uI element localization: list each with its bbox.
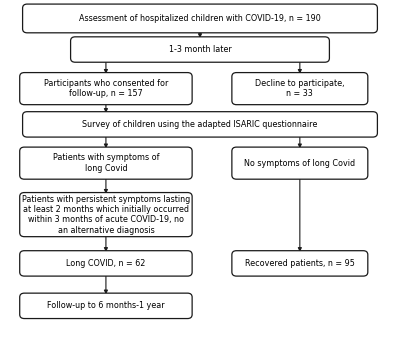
FancyBboxPatch shape: [20, 147, 192, 179]
FancyBboxPatch shape: [232, 73, 368, 105]
Text: Long COVID, n = 62: Long COVID, n = 62: [66, 259, 146, 268]
FancyBboxPatch shape: [232, 251, 368, 276]
Text: 1-3 month later: 1-3 month later: [169, 45, 231, 54]
FancyBboxPatch shape: [70, 37, 330, 62]
Text: No symptoms of long Covid: No symptoms of long Covid: [244, 159, 356, 168]
FancyBboxPatch shape: [20, 73, 192, 105]
Text: Decline to participate,
n = 33: Decline to participate, n = 33: [255, 79, 344, 98]
FancyBboxPatch shape: [232, 147, 368, 179]
FancyBboxPatch shape: [20, 293, 192, 318]
FancyBboxPatch shape: [22, 4, 378, 33]
Text: Survey of children using the adapted ISARIC questionnaire: Survey of children using the adapted ISA…: [82, 120, 318, 129]
FancyBboxPatch shape: [22, 112, 378, 137]
Text: Participants who consented for
follow-up, n = 157: Participants who consented for follow-up…: [44, 79, 168, 98]
Text: Assessment of hospitalized children with COVID-19, n = 190: Assessment of hospitalized children with…: [79, 14, 321, 23]
FancyBboxPatch shape: [20, 251, 192, 276]
Text: Follow-up to 6 months-1 year: Follow-up to 6 months-1 year: [47, 301, 165, 310]
Text: Recovered patients, n = 95: Recovered patients, n = 95: [245, 259, 355, 268]
Text: Patients with symptoms of
long Covid: Patients with symptoms of long Covid: [53, 153, 159, 173]
Text: Patients with persistent symptoms lasting
at least 2 months which initially occu: Patients with persistent symptoms lastin…: [22, 194, 190, 235]
FancyBboxPatch shape: [20, 193, 192, 237]
